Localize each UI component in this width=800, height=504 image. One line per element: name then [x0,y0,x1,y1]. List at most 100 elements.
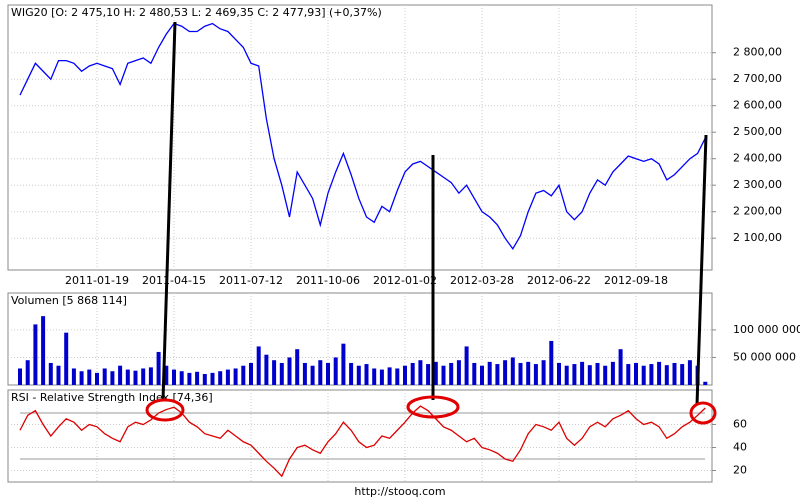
volume-bar [618,349,623,385]
volume-bar [125,369,130,385]
volume-bar [279,362,284,385]
volume-bar [657,361,662,385]
volume-bar [210,372,215,385]
volume-bar [495,364,500,385]
volume-bar [587,365,592,385]
x-tick-label: 2011-10-06 [296,274,360,287]
volume-bar [141,368,146,385]
panel-title: Volumen [5 868 114] [11,294,127,307]
volume-bar [287,357,292,385]
volume-bar [680,364,685,385]
volume-bar [41,316,46,385]
volume-bar [464,346,469,385]
volume-bar [687,360,692,385]
panel-frame [7,4,713,271]
volume-bar [25,360,30,385]
y-tick-label: 2 400,00 [733,152,782,165]
volume-bar [79,371,84,385]
panel-frame [7,389,713,483]
y-tick-label: 2 200,00 [733,205,782,218]
volume-bar [433,361,438,385]
volume-bar [241,365,246,385]
volume-bar [172,369,176,385]
volume-bar [641,365,646,385]
volume-bar [487,361,492,385]
volume-bar [326,362,330,385]
volume-bar [541,360,546,385]
volume-bar [95,372,99,385]
panel-title: WIG20 [O: 2 475,10 H: 2 480,53 L: 2 469,… [11,6,382,19]
annotation-ellipse [406,395,460,419]
x-tick-label: 2012-06-22 [527,274,591,287]
volume-bar [418,360,423,385]
volume-bar [603,365,608,385]
volume-bar [156,351,161,385]
y-tick-label: 2 800,00 [733,46,782,59]
volume-bar [318,360,323,385]
y-tick-label: 2 600,00 [733,99,782,112]
y-tick-label: 50 000 000 [733,350,796,363]
volume-bar [272,360,277,385]
volume-bar [295,349,300,385]
volume-bar [518,362,523,385]
volume-bar [48,362,53,385]
volume-bar [703,381,708,385]
series-line [19,22,706,250]
volume-bar [264,354,269,385]
volume-bar [664,365,669,385]
volume-bar [456,360,461,385]
volume-bar [218,371,223,385]
volume-bar [310,365,315,385]
series-line [19,405,706,478]
y-tick-label: 60 [733,418,747,431]
volume-bar [564,365,569,385]
volume-bar [649,364,654,385]
annotation-line [161,21,177,401]
volume-bar [387,367,392,385]
volume-bar [18,368,22,385]
volume-bar [195,371,200,385]
y-tick-label: 2 100,00 [733,231,782,244]
volume-bar [148,367,153,385]
volume-bar [102,368,107,385]
volume-bar [179,371,184,385]
volume-bar [225,369,230,385]
volume-bar [580,361,585,385]
annotation-ellipse [145,398,185,422]
volume-bar [356,365,361,385]
volume-bar [71,368,76,385]
x-tick-label: 2012-03-28 [450,274,514,287]
annotation-ellipse [689,401,717,425]
volume-bar [333,357,338,385]
y-tick-label: 20 [733,464,747,477]
y-tick-label: 100 000 000 [733,323,800,336]
volume-bar [202,373,207,385]
volume-bar [472,362,477,385]
volume-bar [56,365,61,385]
volume-bar [557,362,561,385]
volume-bar [426,364,431,385]
x-tick-label: 2012-09-18 [604,274,668,287]
volume-bar [610,361,615,385]
plots: 2011-01-19 2011-04-15 2011-07-12 2011-10-06… [7,4,800,483]
volume-bar [87,369,92,385]
volume-bar [572,364,577,385]
volume-bar [110,371,115,385]
volume-bar [341,343,346,385]
volume-bar [302,362,307,385]
volume-bar [403,365,407,385]
volume-bar [64,332,69,385]
footer: http://stooq.com [354,485,445,498]
x-tick-label: 2011-01-19 [65,274,129,287]
volume-bar [410,362,415,385]
annotations [145,21,717,425]
volume-bar [118,365,123,385]
volume-bar [526,361,531,385]
volume-bar [510,357,515,385]
panel-title: RSI - Relative Strength Index [74,36] [11,391,213,404]
volume-bar [372,368,377,385]
volume-bar [449,362,454,385]
y-tick-label: 40 [733,441,747,454]
volume-bar [549,340,554,385]
